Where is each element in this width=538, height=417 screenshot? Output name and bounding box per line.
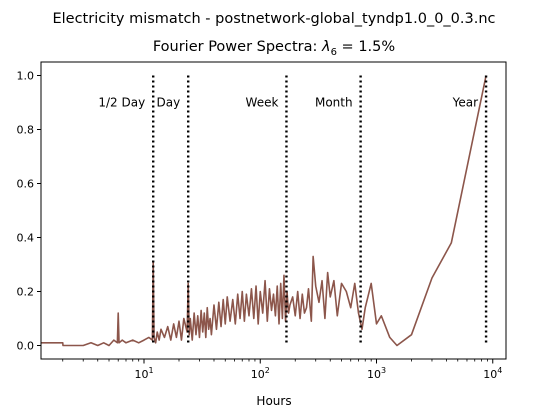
vline-label-year: Year xyxy=(452,96,478,110)
vline-label-week: Week xyxy=(246,96,279,110)
vline-label-day: Day xyxy=(157,96,181,110)
axes-frame xyxy=(40,61,507,360)
y-tick-label: 0.2 xyxy=(17,286,35,299)
x-tick-label: 102 xyxy=(251,366,270,381)
plot-area: 1/2 Day Day Week Month Year 0.0 0.2 0.4 0.6 0.8 1.… xyxy=(17,61,507,381)
x-tick-label: 104 xyxy=(483,366,502,381)
y-tick-label: 0.4 xyxy=(17,232,35,245)
x-axis-label: Hours xyxy=(256,394,291,408)
vline-label-1-2-day: 1/2 Day xyxy=(98,96,145,110)
y-tick-label: 0.0 xyxy=(17,340,35,353)
vline-label-month: Month xyxy=(315,96,353,110)
y-tick-label: 0.6 xyxy=(17,178,35,191)
chart-suptitle: Electricity mismatch - postnetwork-globa… xyxy=(52,11,495,27)
x-tick-label: 103 xyxy=(367,366,386,381)
title-lambda: λ xyxy=(321,39,331,55)
y-tick-label: 0.8 xyxy=(17,124,35,137)
title-prefix: Fourier Power Spectra: xyxy=(153,39,322,55)
title-lambda-subscript: 6 xyxy=(331,47,337,58)
title-suffix: = 1.5% xyxy=(337,39,395,55)
chart-title: Fourier Power Spectra: λ6 = 1.5% xyxy=(153,39,395,58)
series-line-0 xyxy=(41,75,487,347)
y-tick-label: 1.0 xyxy=(17,70,35,83)
x-tick-label: 101 xyxy=(134,366,153,381)
